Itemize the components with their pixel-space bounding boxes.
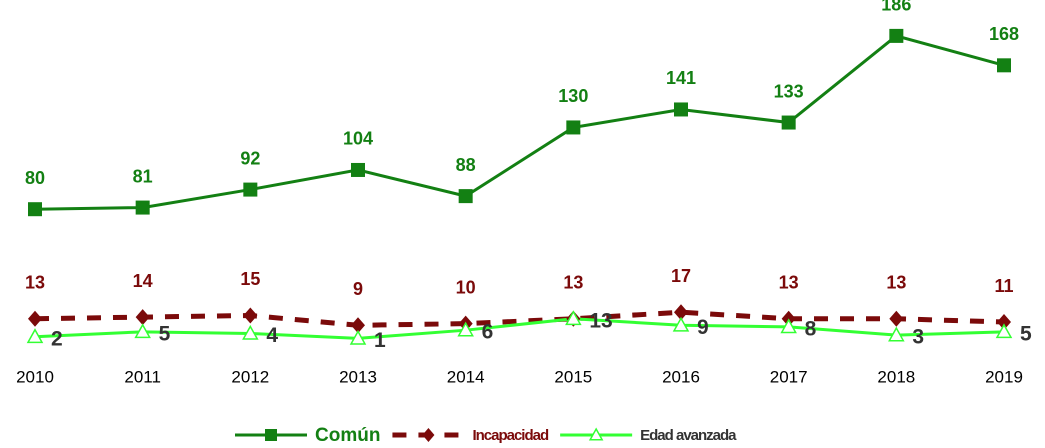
- x-tick-label: 2013: [339, 367, 377, 386]
- data-label: 13: [563, 272, 583, 292]
- legend-marker: [265, 429, 277, 441]
- marker: [135, 200, 150, 215]
- data-label: 13: [886, 272, 906, 292]
- data-label: 17: [671, 266, 691, 286]
- legend-label: Incapacidad: [472, 427, 549, 444]
- x-tick-label: 2019: [985, 367, 1023, 386]
- marker: [674, 102, 688, 117]
- data-label: 1: [374, 329, 386, 352]
- marker: [458, 189, 473, 204]
- data-label: 81: [133, 166, 153, 186]
- x-tick-label: 2015: [554, 367, 592, 386]
- data-label: 13: [589, 309, 612, 332]
- marker: [997, 58, 1011, 73]
- marker: [351, 317, 365, 334]
- marker: [672, 316, 690, 332]
- marker: [888, 326, 905, 342]
- x-tick-label: 2017: [770, 367, 808, 386]
- data-label: 80: [25, 168, 45, 188]
- x-tick-label: 2010: [16, 367, 54, 386]
- x-tick-label: 2016: [662, 367, 700, 386]
- data-label: 6: [482, 321, 494, 344]
- data-label: 168: [989, 24, 1019, 44]
- data-label: 14: [133, 271, 153, 291]
- series-line: [34, 309, 1005, 328]
- data-label: 3: [912, 326, 924, 349]
- legend-marker: [422, 428, 435, 442]
- marker: [781, 115, 796, 130]
- x-tick-label: 2014: [447, 367, 485, 386]
- x-tick-label: 2012: [231, 367, 269, 386]
- marker: [28, 202, 42, 217]
- data-label: 2: [51, 327, 63, 350]
- marker: [349, 329, 367, 345]
- marker: [889, 310, 904, 327]
- marker: [243, 307, 258, 324]
- legend-label: Edad avanzada: [640, 427, 737, 444]
- marker: [566, 120, 581, 135]
- x-tick-label: 2018: [877, 367, 915, 386]
- marker: [135, 309, 150, 326]
- marker: [351, 162, 365, 177]
- data-label: 8: [805, 317, 817, 340]
- legend-marker: [588, 427, 604, 441]
- data-label: 133: [774, 81, 804, 101]
- marker: [889, 28, 904, 43]
- data-label: 9: [353, 279, 363, 299]
- marker: [997, 314, 1011, 331]
- marker: [565, 310, 582, 326]
- marker: [26, 328, 44, 344]
- marker: [457, 321, 474, 337]
- data-label: 5: [1020, 322, 1032, 345]
- data-label: 4: [266, 324, 278, 347]
- data-label: 186: [881, 0, 911, 15]
- legend-label: Común: [315, 425, 380, 446]
- marker: [674, 304, 688, 321]
- series-line: [34, 317, 1005, 340]
- marker: [242, 324, 259, 340]
- data-label: 130: [558, 86, 588, 106]
- data-label: 104: [343, 129, 373, 149]
- marker: [134, 323, 151, 339]
- series-line: [34, 34, 1005, 211]
- data-label: 88: [456, 155, 476, 175]
- data-label: 13: [779, 272, 799, 292]
- marker: [28, 310, 42, 327]
- data-label: 9: [697, 316, 709, 339]
- marker: [243, 182, 258, 197]
- data-label: 5: [159, 322, 171, 345]
- data-label: 13: [25, 272, 45, 292]
- data-label: 15: [240, 269, 260, 289]
- data-label: 11: [994, 276, 1013, 296]
- marker: [995, 323, 1013, 339]
- data-label: 92: [240, 148, 260, 168]
- marker: [780, 318, 797, 334]
- data-label: 141: [666, 68, 696, 88]
- x-tick-label: 2011: [124, 367, 161, 386]
- data-label: 10: [456, 277, 476, 297]
